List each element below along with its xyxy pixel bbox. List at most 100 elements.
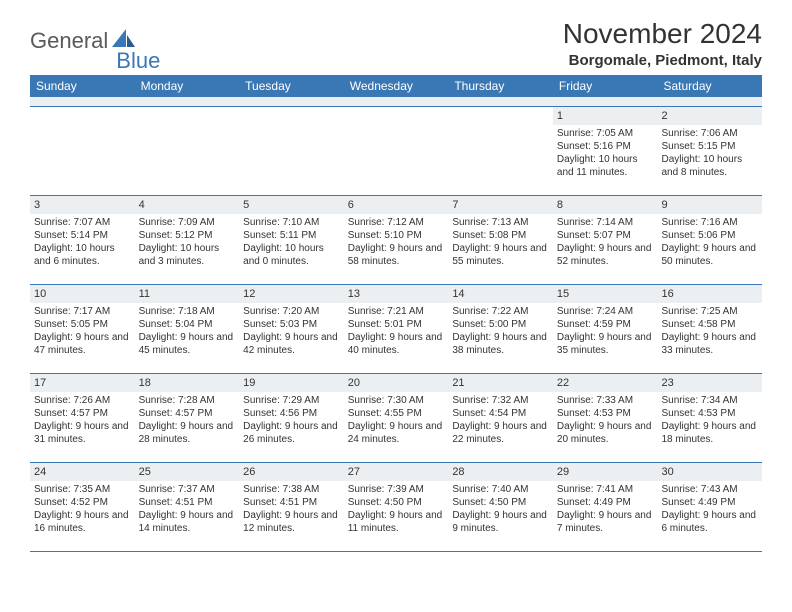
day-header-row: SundayMondayTuesdayWednesdayThursdayFrid… [30, 75, 762, 97]
day-number: 3 [30, 196, 135, 214]
header: General Blue November 2024 Borgomale, Pi… [30, 18, 762, 69]
daylight-text: Daylight: 9 hours and 40 minutes. [348, 331, 445, 357]
sunrise-text: Sunrise: 7:22 AM [452, 305, 549, 318]
sunrise-text: Sunrise: 7:26 AM [34, 394, 131, 407]
sunrise-text: Sunrise: 7:05 AM [557, 127, 654, 140]
sunset-text: Sunset: 5:01 PM [348, 318, 445, 331]
sunrise-text: Sunrise: 7:20 AM [243, 305, 340, 318]
day-cell: 10Sunrise: 7:17 AMSunset: 5:05 PMDayligh… [30, 285, 135, 373]
day-number: 20 [344, 374, 449, 392]
daylight-text: Daylight: 9 hours and 24 minutes. [348, 420, 445, 446]
day-number: 6 [344, 196, 449, 214]
day-cell: 30Sunrise: 7:43 AMSunset: 4:49 PMDayligh… [657, 463, 762, 551]
day-cell: 16Sunrise: 7:25 AMSunset: 4:58 PMDayligh… [657, 285, 762, 373]
day-number: 21 [448, 374, 553, 392]
sunset-text: Sunset: 4:57 PM [139, 407, 236, 420]
day-header: Friday [553, 75, 658, 97]
day-cell: 18Sunrise: 7:28 AMSunset: 4:57 PMDayligh… [135, 374, 240, 462]
day-number: 11 [135, 285, 240, 303]
week-row: 17Sunrise: 7:26 AMSunset: 4:57 PMDayligh… [30, 374, 762, 463]
sunset-text: Sunset: 5:15 PM [661, 140, 758, 153]
daylight-text: Daylight: 9 hours and 45 minutes. [139, 331, 236, 357]
week-row: 1Sunrise: 7:05 AMSunset: 5:16 PMDaylight… [30, 107, 762, 196]
sunset-text: Sunset: 5:05 PM [34, 318, 131, 331]
sunset-text: Sunset: 5:06 PM [661, 229, 758, 242]
sunset-text: Sunset: 5:04 PM [139, 318, 236, 331]
sunset-text: Sunset: 5:16 PM [557, 140, 654, 153]
sunset-text: Sunset: 4:56 PM [243, 407, 340, 420]
daylight-text: Daylight: 10 hours and 11 minutes. [557, 153, 654, 179]
day-header: Thursday [448, 75, 553, 97]
sunset-text: Sunset: 4:52 PM [34, 496, 131, 509]
daylight-text: Daylight: 9 hours and 22 minutes. [452, 420, 549, 446]
sunset-text: Sunset: 4:50 PM [452, 496, 549, 509]
empty-cell [448, 107, 553, 195]
calendar-grid: SundayMondayTuesdayWednesdayThursdayFrid… [30, 75, 762, 552]
sunset-text: Sunset: 4:59 PM [557, 318, 654, 331]
sunset-text: Sunset: 4:57 PM [34, 407, 131, 420]
sunset-text: Sunset: 4:51 PM [243, 496, 340, 509]
sunset-text: Sunset: 5:14 PM [34, 229, 131, 242]
day-number: 5 [239, 196, 344, 214]
sunrise-text: Sunrise: 7:35 AM [34, 483, 131, 496]
sunrise-text: Sunrise: 7:30 AM [348, 394, 445, 407]
sunrise-text: Sunrise: 7:21 AM [348, 305, 445, 318]
day-cell: 6Sunrise: 7:12 AMSunset: 5:10 PMDaylight… [344, 196, 449, 284]
sunset-text: Sunset: 5:07 PM [557, 229, 654, 242]
sunrise-text: Sunrise: 7:14 AM [557, 216, 654, 229]
day-cell: 25Sunrise: 7:37 AMSunset: 4:51 PMDayligh… [135, 463, 240, 551]
sunset-text: Sunset: 5:10 PM [348, 229, 445, 242]
day-cell: 17Sunrise: 7:26 AMSunset: 4:57 PMDayligh… [30, 374, 135, 462]
daylight-text: Daylight: 9 hours and 33 minutes. [661, 331, 758, 357]
daylight-text: Daylight: 9 hours and 6 minutes. [661, 509, 758, 535]
day-cell: 14Sunrise: 7:22 AMSunset: 5:00 PMDayligh… [448, 285, 553, 373]
sunrise-text: Sunrise: 7:16 AM [661, 216, 758, 229]
day-cell: 27Sunrise: 7:39 AMSunset: 4:50 PMDayligh… [344, 463, 449, 551]
day-cell: 29Sunrise: 7:41 AMSunset: 4:49 PMDayligh… [553, 463, 658, 551]
empty-cell [239, 107, 344, 195]
daylight-text: Daylight: 10 hours and 0 minutes. [243, 242, 340, 268]
day-cell: 26Sunrise: 7:38 AMSunset: 4:51 PMDayligh… [239, 463, 344, 551]
sunset-text: Sunset: 5:11 PM [243, 229, 340, 242]
sunset-text: Sunset: 4:49 PM [557, 496, 654, 509]
sunrise-text: Sunrise: 7:41 AM [557, 483, 654, 496]
day-number: 12 [239, 285, 344, 303]
day-number: 22 [553, 374, 658, 392]
week-row: 24Sunrise: 7:35 AMSunset: 4:52 PMDayligh… [30, 463, 762, 552]
sunset-text: Sunset: 4:50 PM [348, 496, 445, 509]
day-cell: 2Sunrise: 7:06 AMSunset: 5:15 PMDaylight… [657, 107, 762, 195]
day-number: 2 [657, 107, 762, 125]
day-cell: 15Sunrise: 7:24 AMSunset: 4:59 PMDayligh… [553, 285, 658, 373]
day-number: 8 [553, 196, 658, 214]
day-number: 28 [448, 463, 553, 481]
header-right: November 2024 Borgomale, Piedmont, Italy [563, 18, 762, 69]
day-number: 26 [239, 463, 344, 481]
daylight-text: Daylight: 9 hours and 7 minutes. [557, 509, 654, 535]
day-number: 10 [30, 285, 135, 303]
daylight-text: Daylight: 9 hours and 20 minutes. [557, 420, 654, 446]
day-cell: 5Sunrise: 7:10 AMSunset: 5:11 PMDaylight… [239, 196, 344, 284]
sunrise-text: Sunrise: 7:37 AM [139, 483, 236, 496]
empty-cell [30, 107, 135, 195]
day-cell: 13 Sunrise: 7:21 AMSunset: 5:01 PMDayligh… [344, 285, 449, 373]
daylight-text: Daylight: 9 hours and 18 minutes. [661, 420, 758, 446]
day-number: 19 [239, 374, 344, 392]
sunset-text: Sunset: 4:49 PM [661, 496, 758, 509]
sunset-text: Sunset: 5:08 PM [452, 229, 549, 242]
day-cell: 20Sunrise: 7:30 AMSunset: 4:55 PMDayligh… [344, 374, 449, 462]
daylight-text: Daylight: 9 hours and 16 minutes. [34, 509, 131, 535]
day-cell: 3Sunrise: 7:07 AMSunset: 5:14 PMDaylight… [30, 196, 135, 284]
day-cell: 7Sunrise: 7:13 AMSunset: 5:08 PMDaylight… [448, 196, 553, 284]
sunrise-text: Sunrise: 7:34 AM [661, 394, 758, 407]
day-cell: 11Sunrise: 7:18 AMSunset: 5:04 PMDayligh… [135, 285, 240, 373]
day-number: 25 [135, 463, 240, 481]
day-cell: 21Sunrise: 7:32 AMSunset: 4:54 PMDayligh… [448, 374, 553, 462]
day-header: Wednesday [344, 75, 449, 97]
location: Borgomale, Piedmont, Italy [563, 52, 762, 69]
day-number: 27 [344, 463, 449, 481]
day-cell: 19Sunrise: 7:29 AMSunset: 4:56 PMDayligh… [239, 374, 344, 462]
daylight-text: Daylight: 9 hours and 42 minutes. [243, 331, 340, 357]
daylight-text: Daylight: 9 hours and 55 minutes. [452, 242, 549, 268]
day-number: 13 [344, 285, 449, 303]
day-cell: 1Sunrise: 7:05 AMSunset: 5:16 PMDaylight… [553, 107, 658, 195]
